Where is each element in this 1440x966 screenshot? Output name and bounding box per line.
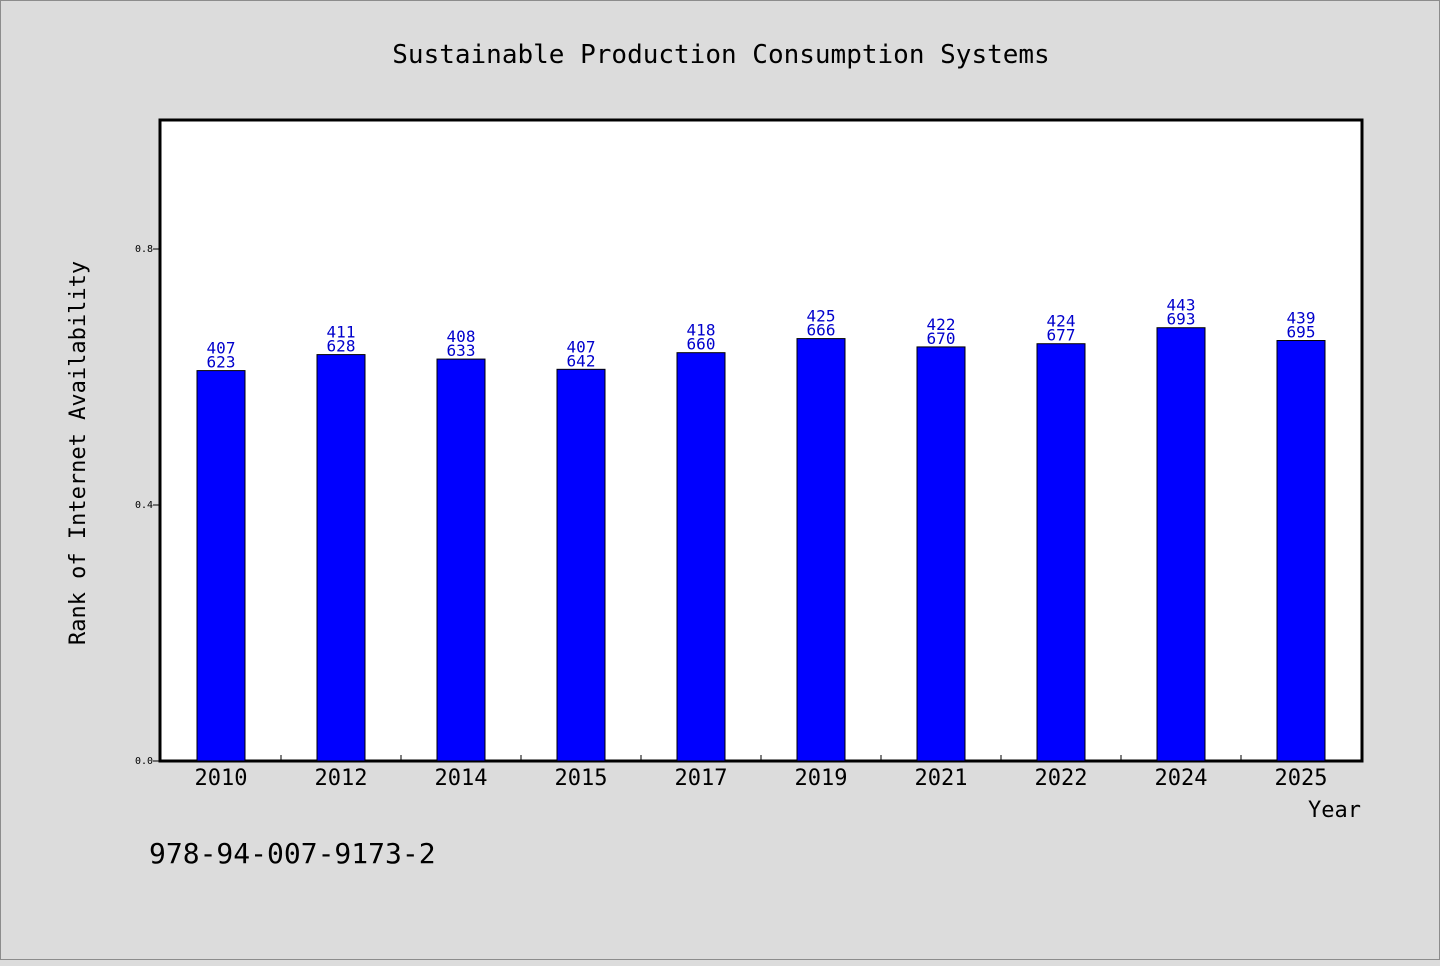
x-tick-label: 2014 — [435, 766, 488, 791]
bar-label-bottom: 666 — [807, 321, 836, 340]
x-tick-label: 2010 — [195, 766, 248, 791]
chart-title: Sustainable Production Consumption Syste… — [392, 40, 1049, 70]
bar-label-top: 407 — [567, 337, 596, 356]
bar-label-top: 407 — [207, 339, 236, 358]
bar — [316, 354, 366, 762]
bar-label-bottom: 628 — [327, 337, 356, 356]
y-tick-label: 0.0 — [135, 756, 153, 767]
footnote-isbn: 978-94-007-9173-2 — [149, 837, 436, 870]
bar — [916, 346, 966, 762]
bar — [1036, 343, 1086, 762]
x-tick-label: 2019 — [795, 766, 848, 791]
bar-label-top: 411 — [327, 323, 356, 342]
x-tick-label: 2021 — [915, 766, 968, 791]
x-tick-label: 2022 — [1035, 766, 1088, 791]
y-tick-label: 0.8 — [135, 244, 153, 255]
bar — [796, 338, 846, 762]
bar-label-bottom: 633 — [447, 341, 476, 360]
y-tick-label: 0.4 — [135, 500, 153, 511]
bar-label-bottom: 693 — [1167, 310, 1196, 329]
bar-label-bottom: 642 — [567, 351, 596, 370]
y-axis: 0.0 0.4 0.8 — [135, 244, 161, 767]
bar-label-top: 439 — [1287, 309, 1316, 328]
bar — [1276, 340, 1326, 762]
bar-label-top: 443 — [1167, 296, 1196, 315]
bar-label-top: 424 — [1047, 312, 1076, 331]
bar-label-top: 408 — [447, 327, 476, 346]
bar-label-bottom: 695 — [1287, 323, 1316, 342]
bar — [676, 352, 726, 762]
x-axis: 2010 2012 2014 2015 2017 2019 2021 2022 2024 2025 — [195, 755, 1328, 791]
x-axis-label: Year — [1308, 798, 1361, 823]
bar-label-bottom: 677 — [1047, 326, 1076, 345]
x-tick-label: 2015 — [555, 766, 608, 791]
bar-label-top: 418 — [687, 321, 716, 340]
x-tick-label: 2024 — [1155, 766, 1208, 791]
bar — [556, 368, 606, 762]
y-axis-label: Rank of Internet Availability — [66, 261, 91, 645]
bar-label-bottom: 623 — [207, 353, 236, 372]
bar-label-top: 422 — [927, 315, 956, 334]
bar — [436, 358, 486, 762]
bar-label-bottom: 670 — [927, 329, 956, 348]
bar-series — [196, 327, 1326, 762]
bar-label-bottom: 660 — [687, 335, 716, 354]
bar-label-top: 425 — [807, 307, 836, 326]
x-tick-label: 2025 — [1275, 766, 1328, 791]
bar — [1156, 327, 1206, 762]
bar — [196, 370, 246, 762]
x-tick-label: 2012 — [315, 766, 368, 791]
x-tick-label: 2017 — [675, 766, 728, 791]
